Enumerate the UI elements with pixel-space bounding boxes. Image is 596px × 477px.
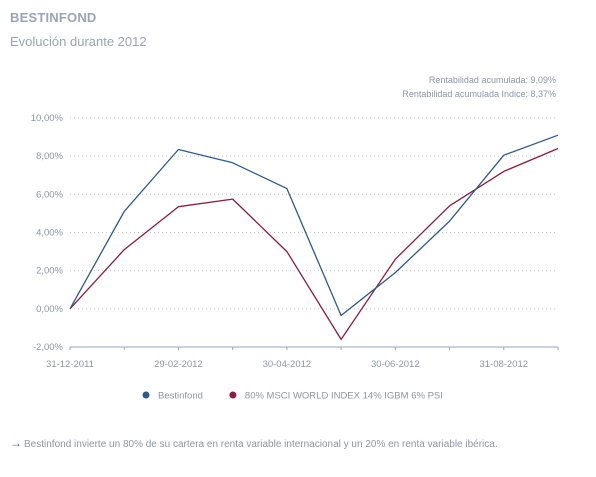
x-tick-label: 31-12-2011 (46, 359, 94, 370)
y-tick-label: 4,00% (36, 228, 63, 239)
chart-title: BESTINFOND (10, 10, 97, 25)
line-chart: Rentabilidad acumulada: 9,09% Rentabilid… (31, 75, 559, 401)
legend-label: 80% MSCI WORLD INDEX 14% IGBM 6% PSI (245, 391, 443, 401)
series-line (69, 147, 559, 341)
index-return-stat: Rentabilidad acumulada Indice: 8,37% (402, 89, 556, 99)
footnote-text: Bestinfond invierte un 80% de su cartera… (24, 439, 498, 450)
legend-marker (142, 391, 150, 399)
x-tick-label: 31-08-2012 (479, 359, 528, 370)
arrow-right-icon: → (10, 436, 22, 450)
x-tick-label: 29-02-2012 (154, 359, 203, 370)
y-tick-label: 8,00% (36, 151, 63, 162)
y-tick-label: 2,00% (36, 266, 63, 277)
legend: Bestinfond 80% MSCI WORLD INDEX 14% IGBM … (142, 391, 443, 401)
x-tick-label: 30-04-2012 (263, 359, 312, 370)
chart-subtitle: Evolución durante 2012 (10, 34, 147, 49)
series-line (69, 134, 559, 317)
footnote: → Bestinfond invierte un 80% de su carter… (10, 436, 498, 450)
x-tick-label: 30-06-2012 (371, 359, 420, 370)
legend-label: Bestinfond (158, 391, 203, 401)
fund-return-stat: Rentabilidad acumulada: 9,09% (429, 75, 556, 85)
y-tick-label: 0,00% (36, 304, 63, 315)
y-tick-label: -2,00% (33, 342, 64, 353)
legend-marker (229, 391, 237, 399)
grid-lines (70, 117, 558, 310)
y-tick-label: 10,00% (31, 113, 64, 124)
axes: 10,00% 8,00% 6,00% 4,00% 2,00% 0,00% -2,00% 31-… (31, 113, 559, 370)
y-tick-label: 6,00% (36, 189, 63, 200)
series-lines (69, 134, 559, 341)
